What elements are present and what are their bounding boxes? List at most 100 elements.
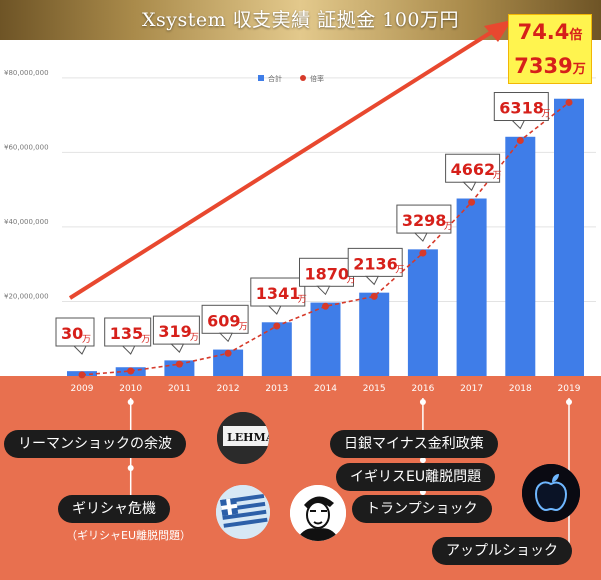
connector-dot xyxy=(127,399,134,405)
lehman-sign-text: LEHMA xyxy=(227,431,269,444)
callout-value: 609 xyxy=(207,311,240,330)
x-tick-label: 2019 xyxy=(558,384,581,394)
x-tick-label: 2017 xyxy=(460,384,483,394)
event-lehman-label: リーマンショックの余波 xyxy=(4,430,186,458)
y-tick-label: ¥20,000,000 xyxy=(4,292,49,300)
y-tick-label: ¥80,000,000 xyxy=(4,69,49,77)
callout-pointer xyxy=(267,305,282,315)
x-tick-label: 2015 xyxy=(363,384,386,394)
line-point-2016 xyxy=(419,249,427,257)
callout-unit: 万 xyxy=(190,333,199,343)
event-brexit-label: イギリスEU離脱問題 xyxy=(336,463,496,491)
callout-pointer xyxy=(511,120,526,130)
line-point-2017 xyxy=(468,198,476,206)
line-point-2018 xyxy=(516,137,524,145)
callout-box xyxy=(104,317,152,347)
line-point-2013 xyxy=(273,322,281,330)
callout-unit: 万 xyxy=(298,295,307,305)
legend-label: 倍率 xyxy=(310,74,324,83)
greek-flag-image xyxy=(216,485,270,539)
callout-value: 1341 xyxy=(256,284,301,303)
line-point-2015 xyxy=(370,292,378,300)
callout-box xyxy=(396,204,452,234)
chart-title: Xsystem 収支実績 証拠金 100万円 xyxy=(141,9,460,31)
callout-box xyxy=(299,257,354,287)
event-boj-label: 日銀マイナス金利政策 xyxy=(330,430,498,458)
callout-pointer xyxy=(218,332,233,343)
callout-value: 3298 xyxy=(402,211,447,230)
growth-arrow xyxy=(68,26,500,300)
connector-dot xyxy=(566,399,572,405)
callout-unit: 万 xyxy=(541,110,550,120)
callout-pointer xyxy=(316,285,331,296)
event-trump-label: トランプショック xyxy=(352,495,492,523)
legend-label: 合計 xyxy=(268,74,282,83)
final-amount-unit: 万 xyxy=(572,62,586,77)
callout-pointer xyxy=(121,345,136,355)
y-tick-label: ¥60,000,000 xyxy=(4,143,49,151)
lehman-sign-image: LEHMA xyxy=(217,412,269,464)
callout-unit: 万 xyxy=(141,335,150,345)
bar-2011 xyxy=(164,360,195,376)
bar-2014 xyxy=(310,302,341,376)
x-tick-label: 2009 xyxy=(71,384,94,394)
x-tick-label: 2018 xyxy=(509,384,532,394)
callout-box xyxy=(250,277,306,307)
x-tick-label: 2010 xyxy=(119,384,142,394)
final-ratio-unit: 倍 xyxy=(569,28,583,43)
trump-portrait xyxy=(290,485,346,541)
callout-unit: 万 xyxy=(82,335,91,345)
callout-pointer xyxy=(72,345,87,355)
callout-box xyxy=(493,92,549,122)
x-tick-label: 2012 xyxy=(217,384,240,394)
event-apple-label: アップルショック xyxy=(432,537,572,565)
connector-dot xyxy=(419,457,426,463)
callout-value: 6318 xyxy=(499,99,544,118)
lehman-photo: LEHMA xyxy=(217,412,269,464)
line-point-2009 xyxy=(78,371,86,379)
callout-unit: 万 xyxy=(493,171,502,181)
line-point-2011 xyxy=(175,360,183,368)
line-point-2012 xyxy=(224,349,232,357)
line-point-2014 xyxy=(322,302,329,310)
callout-box xyxy=(55,317,95,347)
event-greece-label: ギリシャ危機 xyxy=(58,495,170,523)
callout-value: 2136 xyxy=(353,254,398,273)
x-tick-label: 2014 xyxy=(314,384,337,394)
callout-pointer xyxy=(170,343,185,353)
callout-value: 319 xyxy=(158,322,191,341)
bar-2018 xyxy=(505,136,536,376)
callout-pointer xyxy=(413,232,428,242)
bar-2015 xyxy=(359,292,390,376)
callout-value: 1870 xyxy=(305,264,350,283)
callout-unit: 万 xyxy=(444,222,453,232)
bar-2013 xyxy=(261,322,292,376)
bar-2016 xyxy=(407,249,438,376)
x-tick-label: 2016 xyxy=(411,384,434,394)
callout-value: 4662 xyxy=(451,160,496,179)
callout-unit: 万 xyxy=(347,275,356,285)
final-total-callout: 74.4倍 7339万 xyxy=(508,14,592,84)
line-point-2010 xyxy=(127,367,135,375)
bar-2019 xyxy=(554,98,584,376)
event-greece-sublabel: （ギリシャEU離脱問題） xyxy=(66,529,192,542)
connector-dot xyxy=(419,399,426,405)
callout-box xyxy=(201,304,249,334)
callout-box xyxy=(152,315,200,345)
apple-logo-photo xyxy=(522,464,580,522)
x-tick-label: 2013 xyxy=(265,384,288,394)
callout-pointer xyxy=(462,181,477,192)
greece-flag-photo xyxy=(216,485,270,539)
growth-arrow-head xyxy=(484,20,512,42)
callout-unit: 万 xyxy=(239,322,248,332)
final-amount-value: 7339 xyxy=(514,54,573,78)
callout-box xyxy=(445,153,501,183)
bar-2017 xyxy=(456,198,487,376)
final-ratio-value: 74.4 xyxy=(517,20,570,44)
legend-swatch xyxy=(300,75,306,81)
portrait-image xyxy=(290,485,346,541)
callout-value: 30 xyxy=(61,324,83,343)
callout-value: 135 xyxy=(110,324,143,343)
